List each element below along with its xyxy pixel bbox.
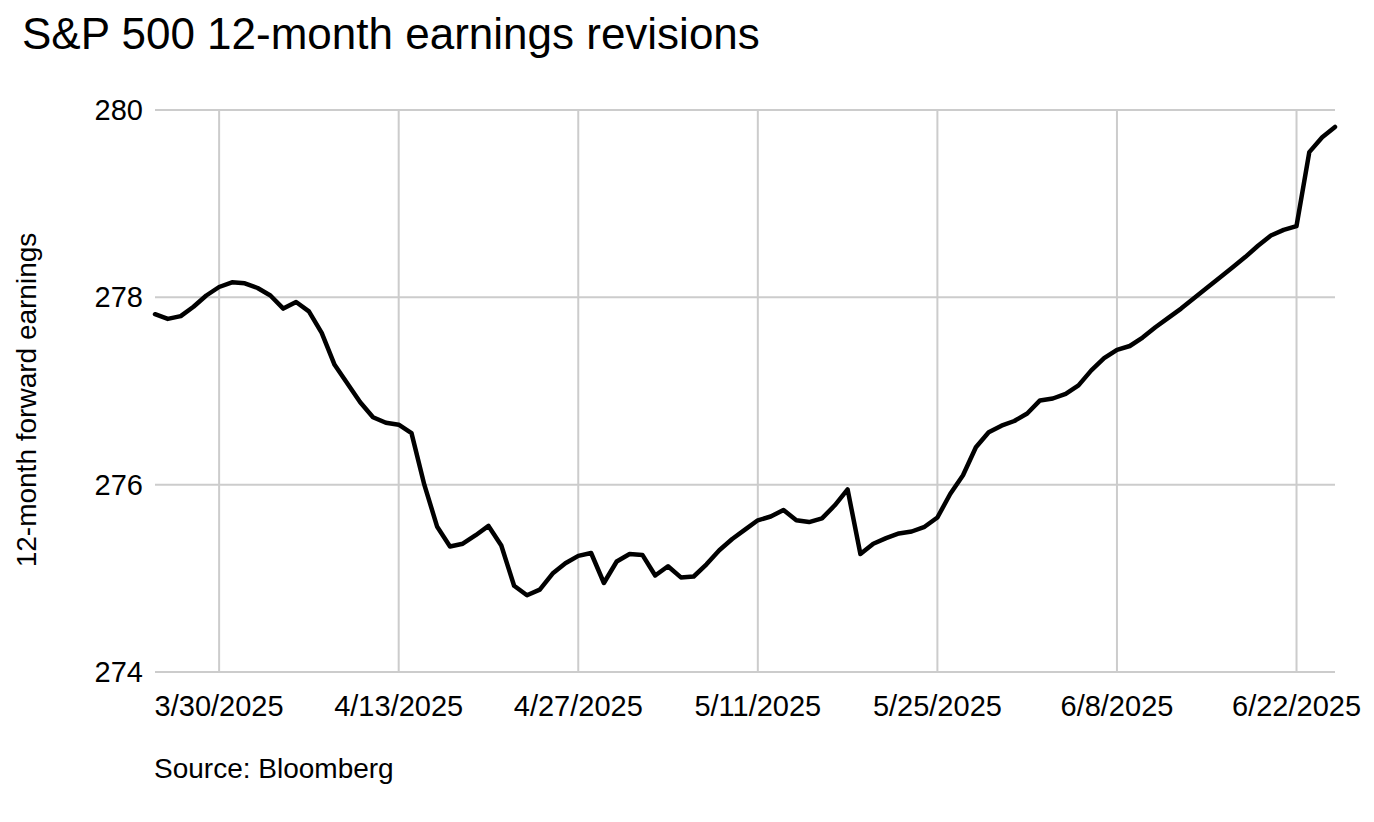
x-tick-label: 4/27/2025 [514, 690, 643, 722]
chart-page: S&P 500 12-month earnings revisions 3/30… [0, 0, 1374, 822]
x-tick-label: 3/30/2025 [155, 690, 284, 722]
x-tick-label: 5/25/2025 [873, 690, 1002, 722]
x-tick-label: 5/11/2025 [694, 690, 821, 722]
y-tick-label: 280 [95, 94, 143, 126]
y-tick-label: 278 [95, 281, 143, 313]
line-chart-canvas: 3/30/2025 4/13/2025 4/27/2025 5/11/2025 5/25… [0, 0, 1374, 822]
source-caption: Source: Bloomberg [154, 753, 394, 785]
x-tick-label: 6/8/2025 [1061, 690, 1174, 722]
x-tick-label: 6/22/2025 [1232, 690, 1361, 722]
y-tick-label: 276 [95, 469, 143, 501]
y-axis-title: 12-month forward earnings [11, 233, 42, 568]
series-line [155, 127, 1335, 595]
y-tick-label: 274 [95, 656, 143, 688]
x-tick-label: 4/13/2025 [334, 690, 463, 722]
